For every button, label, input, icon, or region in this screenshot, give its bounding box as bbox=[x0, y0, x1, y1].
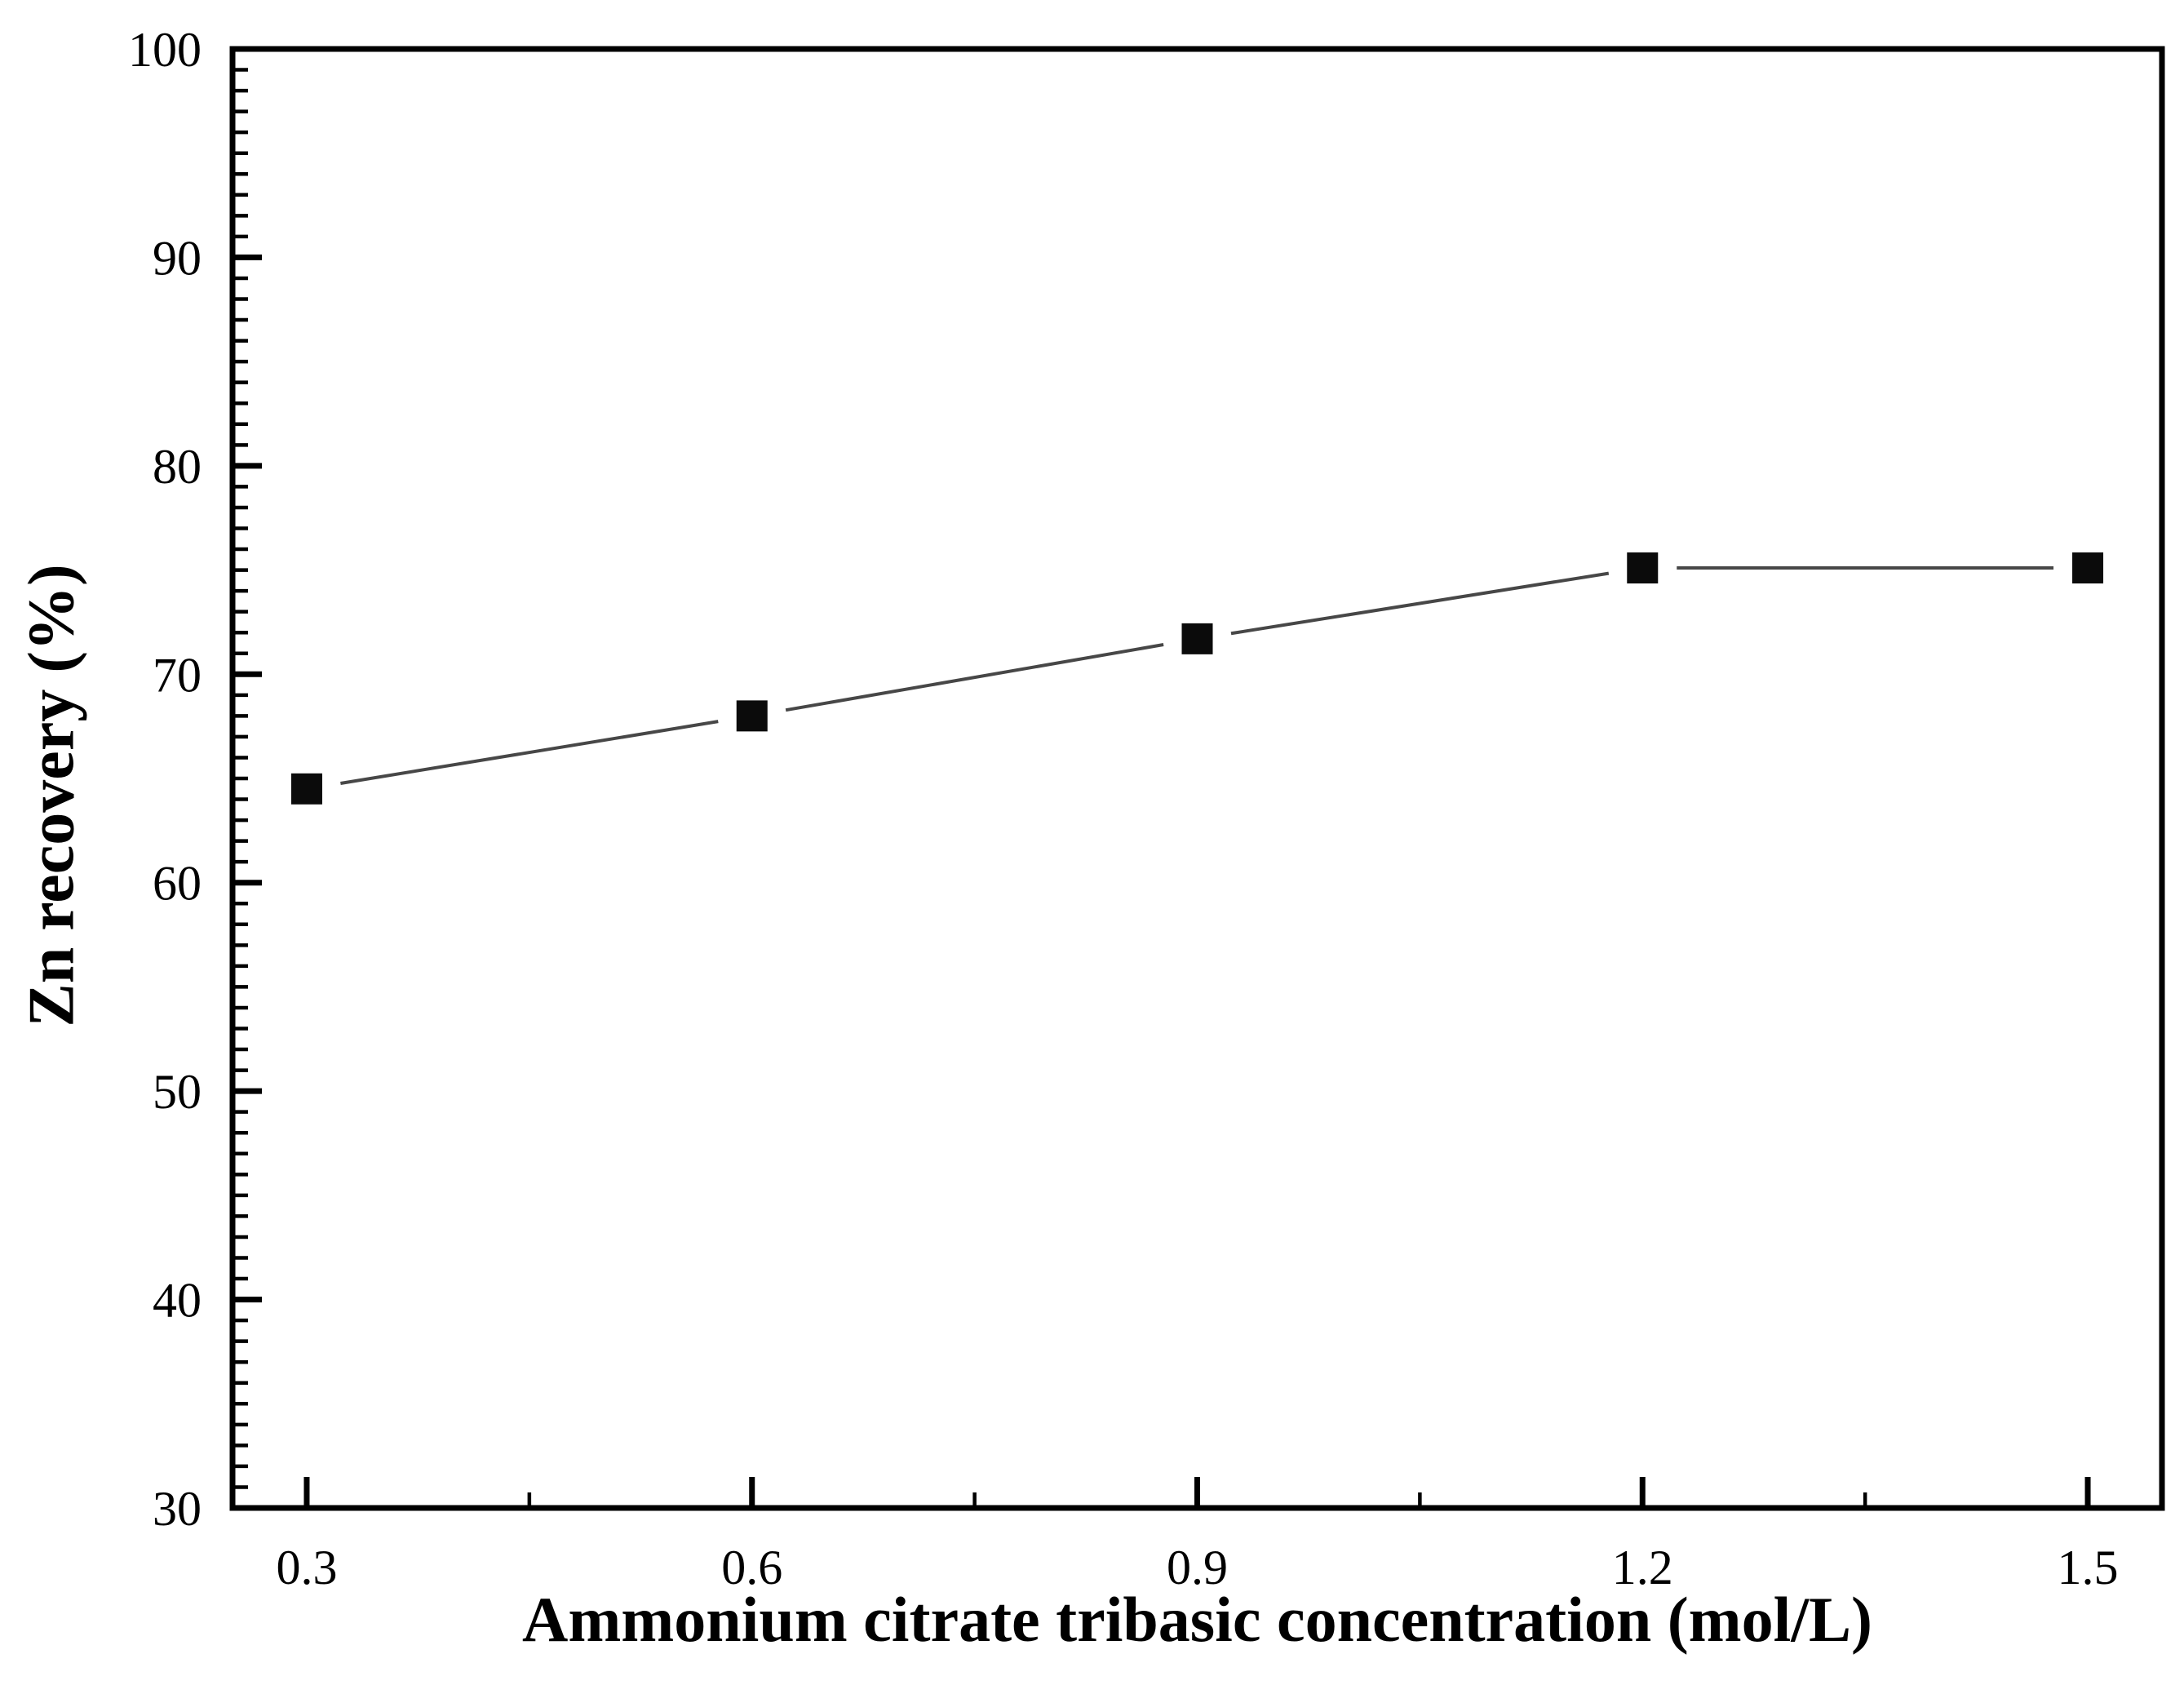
data-point-marker bbox=[290, 773, 322, 805]
x-tick-label: 0.9 bbox=[1167, 1541, 1228, 1594]
y-tick-label: 90 bbox=[153, 231, 202, 285]
data-point-marker bbox=[2072, 552, 2104, 584]
x-tick-label: 0.6 bbox=[721, 1541, 782, 1594]
axes-frame bbox=[229, 46, 2165, 1511]
y-tick-label: 30 bbox=[153, 1482, 202, 1536]
x-tick-label: 1.2 bbox=[1612, 1541, 1673, 1594]
y-tick-label: 70 bbox=[153, 648, 202, 702]
data-point-marker bbox=[1181, 623, 1213, 654]
data-point-marker bbox=[736, 700, 768, 732]
y-tick-label: 40 bbox=[153, 1274, 202, 1328]
y-axis-title: Zn recovery (%) bbox=[16, 564, 88, 1027]
x-tick-label: 1.5 bbox=[2058, 1541, 2119, 1594]
x-tick-label: 0.3 bbox=[276, 1541, 337, 1594]
series-line-segment bbox=[1230, 571, 1610, 636]
data-point-marker bbox=[1627, 552, 1659, 584]
y-tick-label: 100 bbox=[128, 23, 202, 77]
y-tick-label: 80 bbox=[153, 440, 202, 494]
series-line-segment bbox=[340, 720, 719, 785]
y-tick-label: 50 bbox=[153, 1065, 202, 1119]
series-line-segment bbox=[785, 643, 1164, 712]
y-tick-label: 60 bbox=[153, 857, 202, 911]
x-axis-title: Ammonium citrate tribasic concentration … bbox=[522, 1584, 1872, 1655]
